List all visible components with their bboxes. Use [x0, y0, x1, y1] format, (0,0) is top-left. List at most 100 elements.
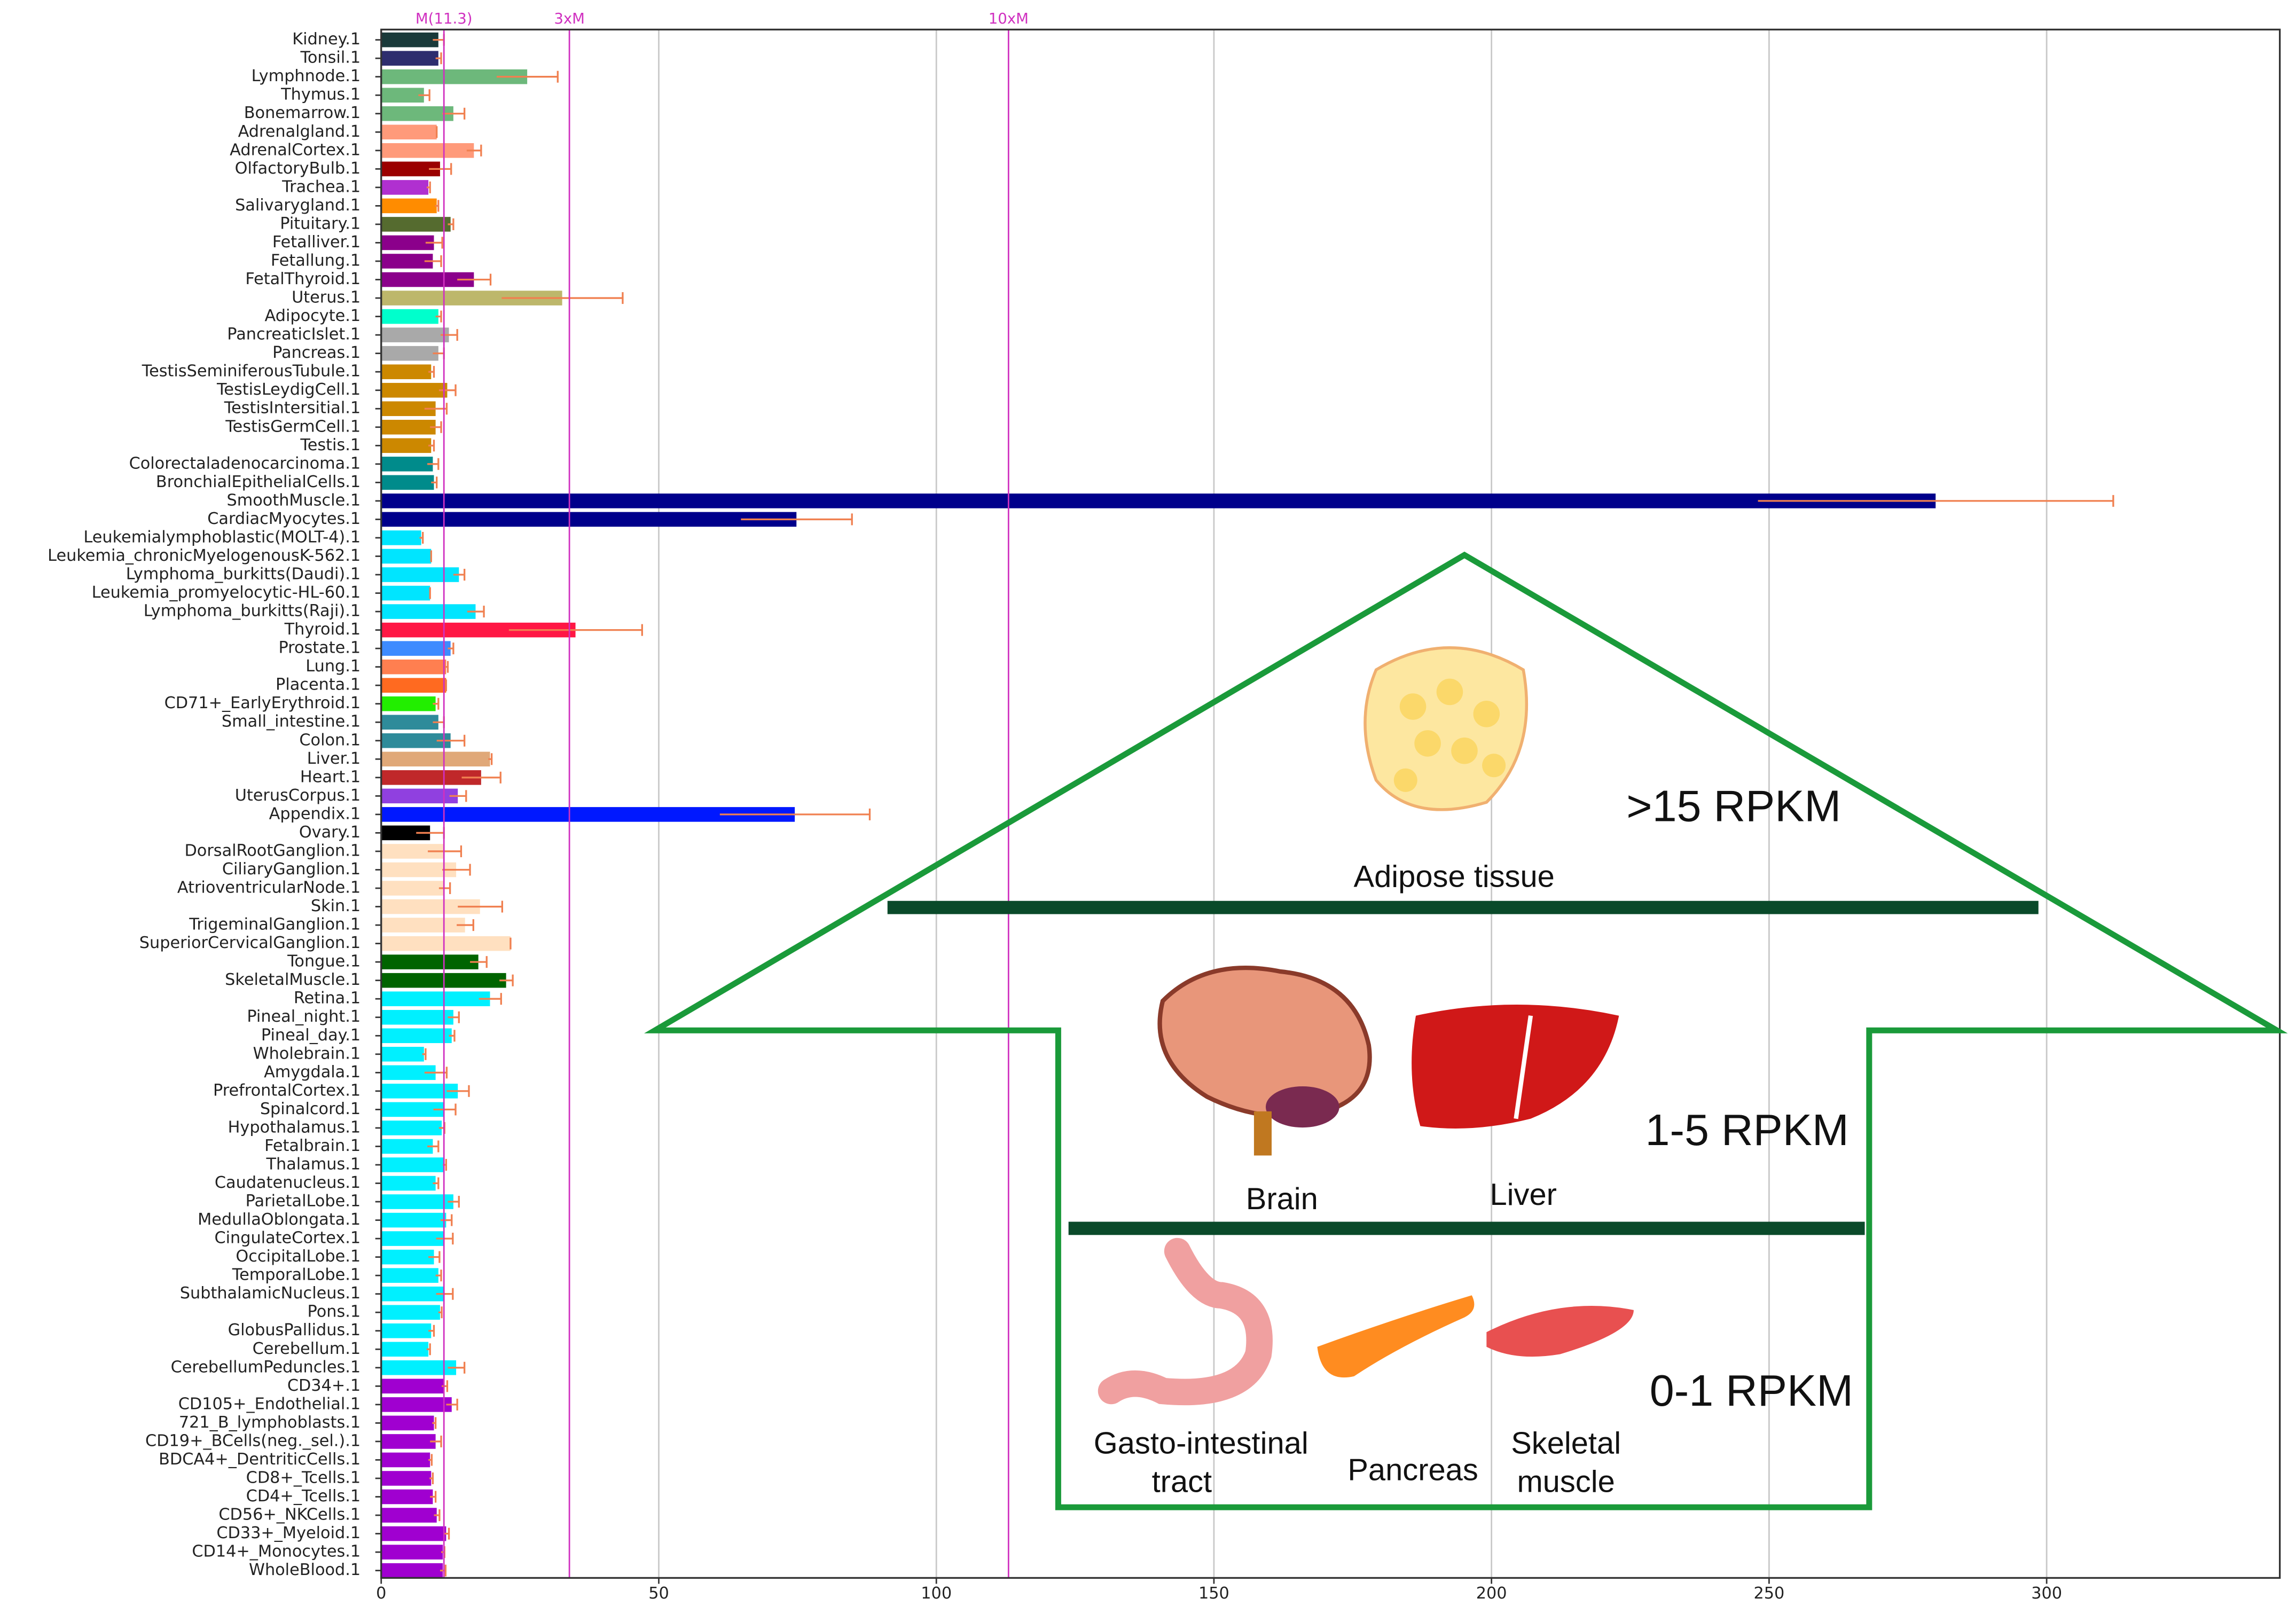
y-tick-label: CD56+_NKCells.1	[218, 1506, 361, 1524]
annotation: Brain	[1246, 1182, 1318, 1216]
bar	[381, 124, 437, 140]
error-bar	[428, 1454, 433, 1466]
y-tick-label: CD33+_Myeloid.1	[216, 1524, 361, 1542]
error-bar	[446, 1085, 470, 1097]
rpkm-diagram: >15 RPKM Adipose tissue 1-5 RPKM Brain Liver…	[644, 551, 2288, 1510]
error-bar	[428, 366, 435, 378]
y-tick-label: SmoothMuscle.1	[227, 491, 361, 510]
divider	[887, 900, 2039, 914]
y-tick-label: ParietalLobe.1	[246, 1192, 361, 1211]
bar	[381, 217, 451, 232]
reference-label: M(11.3)	[416, 10, 473, 27]
error-bar	[430, 1435, 442, 1447]
error-bar	[442, 107, 466, 120]
error-bar	[425, 237, 443, 249]
annotation: muscle	[1517, 1464, 1615, 1499]
error-bar	[438, 1306, 443, 1319]
error-bar	[449, 790, 467, 802]
y-tick-label: PrefrontalCortex.1	[213, 1081, 361, 1100]
y-tick-label: Heart.1	[300, 767, 361, 786]
bar	[381, 1249, 434, 1265]
bar	[381, 1452, 430, 1468]
y-tick-label: Adrenalgland.1	[238, 122, 361, 141]
liver-icon	[1412, 1005, 1619, 1129]
y-tick-label: Liver.1	[307, 749, 361, 768]
error-bar	[501, 292, 624, 304]
bar	[381, 696, 436, 711]
bar	[381, 438, 432, 453]
bar	[381, 1563, 443, 1578]
bar	[381, 641, 451, 656]
y-tick-label: CerebellumPeduncles.1	[171, 1358, 361, 1376]
error-bar	[453, 568, 466, 581]
y-tick-label: Pons.1	[308, 1303, 361, 1321]
error-bar	[427, 1140, 440, 1153]
y-tick-label: Kidney.1	[292, 30, 361, 49]
error-bar	[433, 1177, 440, 1189]
error-bar	[446, 1398, 458, 1411]
error-bar	[448, 218, 455, 230]
error-bar	[426, 1343, 431, 1356]
error-bar	[457, 919, 474, 931]
error-bar	[741, 513, 853, 526]
bar	[381, 1194, 453, 1209]
y-tick-label: Pancreas.1	[272, 343, 361, 362]
bar	[381, 585, 430, 601]
y-tick-label: Lymphnode.1	[252, 67, 361, 85]
error-bar	[435, 52, 442, 65]
y-tick-label: CD105+_Endothelial.1	[178, 1395, 361, 1413]
y-tick-label: Bonemarrow.1	[244, 104, 361, 122]
y-tick-label: TestisLeydigCell.1	[216, 380, 361, 399]
bar	[381, 1212, 446, 1228]
annotation: Skeletal	[1511, 1427, 1621, 1461]
y-tick-label: Pineal_night.1	[247, 1007, 361, 1026]
error-bar	[427, 458, 440, 470]
error-bar	[429, 1472, 434, 1485]
error-bar	[431, 476, 438, 489]
y-tick-label: TrigeminalGanglion.1	[189, 915, 361, 934]
y-tick-label: Small_intestine.1	[222, 712, 361, 731]
y-tick-label: CD19+_BCells(neg._sel.).1	[145, 1431, 361, 1450]
y-tick-label: Pituitary.1	[280, 214, 361, 233]
bar	[381, 991, 490, 1006]
y-tick-label: PancreaticIslet.1	[227, 325, 361, 344]
bar	[381, 1009, 453, 1025]
x-tick-label: 0	[376, 1584, 386, 1603]
bar	[381, 1489, 433, 1505]
y-tick-label: Trachea.1	[281, 177, 361, 196]
y-tick-label: Tonsil.1	[300, 49, 361, 67]
y-tick-label: CD4+_Tcells.1	[246, 1487, 361, 1506]
bar	[381, 1047, 424, 1062]
x-tick-label: 150	[1198, 1584, 1229, 1603]
y-tick-label: SuperiorCervicalGanglion.1	[139, 934, 361, 952]
stomach-icon	[1098, 1237, 1273, 1406]
error-bar	[428, 1325, 435, 1337]
y-tick-label: Spinalcord.1	[260, 1100, 361, 1118]
y-tick-label: Colon.1	[299, 731, 361, 749]
y-tick-label: Caudatenucleus.1	[215, 1173, 361, 1192]
bar	[381, 382, 448, 398]
bar	[381, 180, 429, 195]
bar	[381, 1121, 442, 1135]
error-bar	[435, 1270, 442, 1282]
y-tick-label: Hypothalamus.1	[228, 1118, 361, 1137]
annotation: 1-5 RPKM	[1645, 1105, 1848, 1155]
error-bar	[470, 956, 488, 968]
divider	[1068, 1221, 1865, 1235]
y-tick-label: Thymus.1	[280, 85, 361, 104]
annotation: 0-1 RPKM	[1650, 1366, 1853, 1415]
error-bar	[424, 255, 442, 268]
annotation: Gasto-intestinal	[1094, 1427, 1308, 1461]
error-bar	[448, 1196, 460, 1208]
bar	[381, 1545, 443, 1560]
error-bar	[461, 771, 501, 784]
bar	[381, 493, 1936, 508]
y-tick-label: GlobusPallidus.1	[228, 1321, 361, 1339]
error-bar	[430, 421, 442, 433]
error-bar	[436, 734, 466, 747]
bar	[381, 954, 479, 969]
y-tick-label: BDCA4+_DentriticCells.1	[159, 1450, 361, 1469]
error-bar	[457, 273, 492, 286]
error-bar	[428, 440, 435, 452]
y-tick-label: Fetalbrain.1	[264, 1137, 361, 1155]
